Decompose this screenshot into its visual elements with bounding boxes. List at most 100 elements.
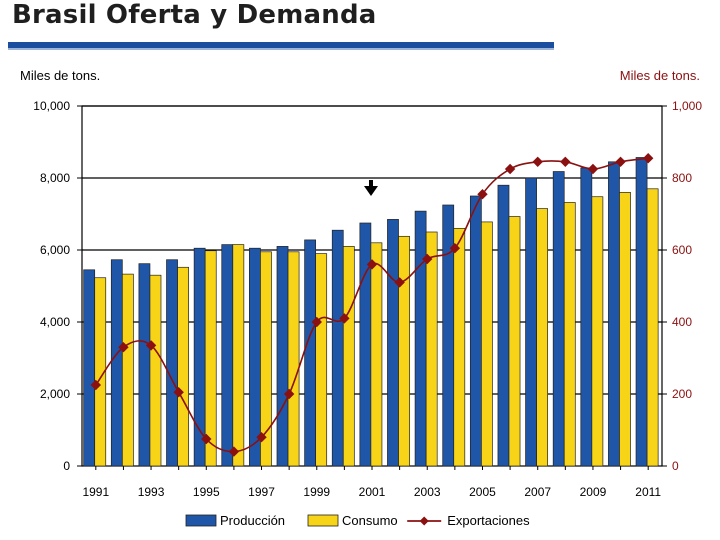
bar-producción-2003 [414,210,427,467]
legend-marker-exportaciones [419,516,429,526]
x-tick-label: 1991 [82,485,109,499]
point-exportaciones-2005 [477,188,488,200]
bar-consumo-1994 [177,266,189,467]
legend-swatch-consumo [307,514,339,527]
bar-consumo-2011 [646,188,659,467]
plot-area: 0 2,000 4,000 6,000 8,000 10,000 0 200 400 600 800… [33,99,702,499]
legend-label-exportaciones: Exportaciones [447,513,530,528]
bar-consumo-1996 [232,244,245,467]
arrow-down-icon-stem [369,180,373,187]
x-tick-label: 2007 [524,485,551,499]
right-tick-label: 600 [672,243,692,257]
bar-consumo-2007 [536,208,549,467]
left-tick-label: 4,000 [40,315,70,329]
bar-producción-2002 [387,219,399,467]
x-tick-label: 1995 [193,485,220,499]
bar-consumo-1997 [260,251,272,467]
point-exportaciones-2001 [366,259,378,270]
point-exportaciones-1997 [256,431,267,443]
bar-consumo-1995 [204,250,217,467]
arrow-down-icon [364,186,378,196]
bar-producción-2008 [552,171,565,467]
bar-producción-1994 [166,259,178,467]
x-tick-label: 2009 [580,485,607,499]
left-tick-label: 6,000 [40,243,70,257]
point-exportaciones-2009 [587,163,599,175]
bar-consumo-2003 [425,231,438,467]
point-exportaciones-1999 [311,316,322,328]
x-tick-label: 2011 [635,485,661,499]
bar-producción-1999 [304,239,317,467]
bar-consumo-2009 [591,196,604,467]
bar-producción-2001 [359,222,372,467]
legend-label-producción: Producción [220,513,285,528]
point-exportaciones-1998 [283,388,295,400]
point-exportaciones-2000 [339,313,350,324]
bar-producción-2007 [525,177,537,467]
left-tick-label: 0 [63,459,70,473]
x-tick-label: 2001 [359,485,386,499]
bar-producción-2005 [469,195,482,467]
bar-producción-2011 [635,157,648,467]
x-tick-label: 1999 [303,485,330,499]
right-tick-label: 1,000 [672,99,702,113]
bar-producción-2006 [497,184,510,467]
x-tick-label: 2005 [469,485,496,499]
point-exportaciones-1993 [145,340,157,351]
x-tick-label: 1997 [248,485,275,499]
right-tick-label: 0 [672,459,679,473]
point-exportaciones-2002 [394,277,405,288]
bar-consumo-2005 [481,221,493,467]
bar-consumo-2004 [453,228,466,467]
bar-consumo-2006 [508,216,521,467]
right-tick-label: 400 [672,315,692,329]
left-tick-label: 8,000 [40,171,70,185]
bar-producción-2009 [580,167,593,467]
bar-consumo-1993 [149,274,162,467]
page-title: Brasil Oferta y Demanda [12,0,377,30]
bar-producción-1997 [249,247,261,467]
bar-consumo-2001 [370,242,383,467]
point-exportaciones-1994 [173,386,184,398]
point-exportaciones-1992 [118,341,129,353]
point-exportaciones-2010 [615,156,626,168]
bar-consumo-1992 [121,273,134,467]
bar-producción-1993 [138,263,151,467]
right-axis-unit-label: Miles de tons. [620,68,700,83]
bar-consumo-2010 [619,192,631,467]
point-exportaciones-2007 [532,156,543,168]
bar-producción-2010 [608,161,620,467]
legend-swatch-producción [185,514,217,527]
right-tick-label: 800 [672,171,692,185]
x-tick-label: 1993 [138,485,165,499]
point-exportaciones-1995 [201,433,212,445]
legend-label-consumo: Consumo [342,513,398,528]
left-tick-label: 10,000 [33,99,70,113]
point-exportaciones-1991 [90,379,102,391]
bar-consumo-2008 [563,202,576,467]
bar-consumo-2000 [342,246,355,467]
bar-producción-2000 [331,229,344,467]
bar-producción-1992 [110,259,123,467]
point-exportaciones-1996 [228,446,240,457]
bar-producción-1991 [83,269,96,467]
legend: Producción Consumo Exportaciones [185,513,530,528]
right-tick-label: 200 [672,387,692,401]
bar-consumo-1999 [315,253,328,467]
point-exportaciones-2006 [504,163,516,175]
left-axis-unit-label: Miles de tons. [20,68,100,83]
x-tick-label: 2003 [414,485,441,499]
bar-producción-1995 [193,247,206,467]
point-exportaciones-2011 [642,152,654,164]
point-exportaciones-2003 [422,253,433,265]
title-divider [8,42,554,50]
point-exportaciones-2004 [449,242,461,254]
point-exportaciones-2008 [560,156,571,168]
bar-consumo-1998 [287,251,300,467]
bar-consumo-2002 [398,235,410,467]
bar-producción-1996 [221,244,234,467]
bar-consumo-1991 [94,277,107,467]
left-tick-label: 2,000 [40,387,70,401]
bar-producción-2004 [442,204,455,467]
